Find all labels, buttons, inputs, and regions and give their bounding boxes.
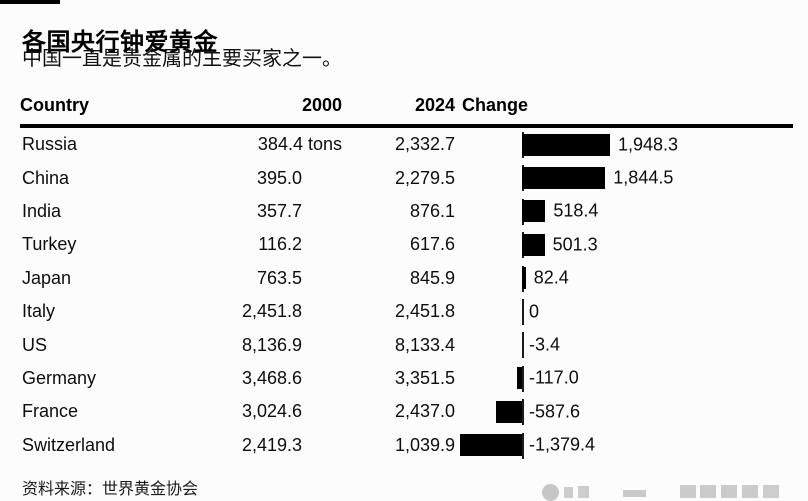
country-cell: France <box>22 401 79 422</box>
value-2024-cell: 2,437.0 <box>394 401 455 422</box>
zero-axis-tick <box>522 298 524 325</box>
change-cell: 82.4 <box>455 262 793 295</box>
column-header-change: Change <box>462 95 529 115</box>
value-2024-cell: 2,279.5 <box>394 167 455 188</box>
change-value-label: -3.4 <box>529 334 561 355</box>
watermark-glyph <box>578 486 589 498</box>
value-2000-cell: 2,419.3 <box>241 434 302 455</box>
watermark-glyph <box>700 485 716 498</box>
change-bar <box>522 267 526 290</box>
column-header-2024: 2024 <box>414 95 455 115</box>
watermark-logo-icon <box>542 484 559 501</box>
value-2000-cell: 357.7 <box>256 200 302 221</box>
table-row: US 8,136.9 8,133.4 -3.4 <box>20 328 793 361</box>
table-header-row: Country 2000 2024 Change <box>20 95 793 128</box>
value-2000-cell: 763.5 <box>256 267 302 288</box>
zero-axis-tick <box>522 365 524 392</box>
table-body: Russia 384.4 tons 2,332.7 1,948.3 China 395.0… <box>20 128 793 462</box>
change-bar <box>516 367 522 390</box>
table-row: India 357.7 876.1 518.4 <box>20 195 793 228</box>
change-cell: 518.4 <box>455 195 793 228</box>
watermark-glyph <box>721 485 737 498</box>
chart-title: 各国央行钟爱黄金 <box>22 29 218 57</box>
table-row: Russia 384.4 tons 2,332.7 1,948.3 <box>20 128 793 161</box>
value-2024-cell: 845.9 <box>409 267 455 288</box>
change-bar <box>522 166 606 189</box>
value-2000-cell: 116.2 <box>258 234 302 255</box>
change-cell: 1,844.5 <box>455 161 793 194</box>
watermark-glyph <box>680 485 696 498</box>
value-2024-cell: 617.6 <box>409 234 455 255</box>
table-row: Turkey 116.2 617.6 501.3 <box>20 228 793 261</box>
change-value-label: 1,844.5 <box>613 167 674 188</box>
watermark-glyph <box>742 485 758 498</box>
table-row: Germany 3,468.6 3,351.5 -117.0 <box>20 362 793 395</box>
watermark-glyph <box>564 487 573 498</box>
change-value-label: -1,379.4 <box>529 434 596 455</box>
change-bar <box>522 233 545 256</box>
table-row: France 3,024.6 2,437.0 -587.6 <box>20 395 793 428</box>
change-cell: 1,948.3 <box>455 128 793 161</box>
country-cell: India <box>22 200 62 221</box>
zero-axis-tick <box>522 332 524 359</box>
value-2024-cell: 8,133.4 <box>394 334 455 355</box>
change-value-label: 518.4 <box>553 200 599 221</box>
top-rule <box>0 0 60 4</box>
value-2024-cell: 3,351.5 <box>394 367 455 388</box>
change-cell: 501.3 <box>455 228 793 261</box>
table-row: Switzerland 2,419.3 1,039.9 -1,379.4 <box>20 429 793 462</box>
country-cell: Switzerland <box>22 434 116 455</box>
zero-axis-tick <box>522 432 524 459</box>
change-cell: -117.0 <box>455 362 793 395</box>
gold-holdings-table: Country 2000 2024 Change Russia 384.4 ton… <box>20 95 793 462</box>
change-bar <box>522 133 610 156</box>
value-2000-cell: 3,024.6 <box>241 401 302 422</box>
change-bar <box>459 434 522 457</box>
change-value-label: 82.4 <box>533 267 569 288</box>
country-cell: China <box>22 167 70 188</box>
change-cell: 0 <box>455 295 793 328</box>
value-2000-cell: 384.4 tons <box>257 134 342 155</box>
change-value-label: -587.6 <box>529 401 581 422</box>
value-2000-cell: 8,136.9 <box>241 334 302 355</box>
watermark-glyph <box>763 485 779 498</box>
value-2024-cell: 2,451.8 <box>394 301 455 322</box>
change-value-label: 0 <box>529 301 540 322</box>
value-2024-cell: 2,332.7 <box>394 134 455 155</box>
watermark <box>540 481 800 501</box>
change-cell: -587.6 <box>455 395 793 428</box>
country-cell: US <box>22 334 48 355</box>
change-cell: -3.4 <box>455 328 793 361</box>
change-value-label: -117.0 <box>529 367 579 388</box>
watermark-glyph <box>623 490 646 497</box>
change-value-label: 501.3 <box>552 234 598 255</box>
change-cell: -1,379.4 <box>455 429 793 462</box>
table-row: Italy 2,451.8 2,451.8 0 <box>20 295 793 328</box>
country-cell: Turkey <box>22 234 77 255</box>
change-bar <box>495 400 522 423</box>
value-2000-cell: 395.0 <box>256 167 302 188</box>
column-header-2000: 2000 <box>301 95 342 115</box>
table-row: China 395.0 2,279.5 1,844.5 <box>20 161 793 194</box>
country-cell: Germany <box>22 367 97 388</box>
column-header-country: Country <box>20 95 89 115</box>
chart-subtitle: 中国一直是贵金属的主要买家之一。 <box>22 48 342 70</box>
country-cell: Italy <box>22 301 56 322</box>
value-2000-cell: 2,451.8 <box>241 301 302 322</box>
value-2024-cell: 1,039.9 <box>394 434 455 455</box>
country-cell: Japan <box>22 267 72 288</box>
change-bar <box>522 200 546 223</box>
value-2024-cell: 876.1 <box>409 200 455 221</box>
value-2000-cell: 3,468.6 <box>241 367 302 388</box>
source-note: 资料来源：世界黄金协会 <box>22 481 199 498</box>
table-row: Japan 763.5 845.9 82.4 <box>20 262 793 295</box>
zero-axis-tick <box>522 399 524 426</box>
change-value-label: 1,948.3 <box>618 134 679 155</box>
country-cell: Russia <box>22 134 78 155</box>
